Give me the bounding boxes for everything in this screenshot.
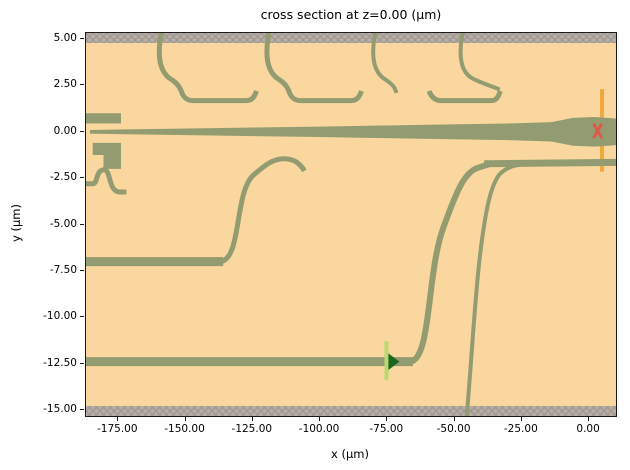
top-sbend-4	[458, 33, 501, 92]
plot-background	[86, 33, 616, 416]
y-tick-label: 2.50	[53, 78, 77, 91]
x-tick-label: -100.00	[298, 423, 340, 435]
y-tick-mark	[80, 362, 84, 364]
y-tick-mark	[80, 177, 84, 179]
left-stub	[86, 113, 121, 124]
y-tick-mark	[80, 269, 84, 271]
y-tick-label: 5.00	[53, 32, 77, 45]
x-tick-label: -125.00	[231, 423, 273, 435]
x-tick-mark	[520, 417, 522, 421]
top-sbend-2	[264, 33, 364, 104]
x-tick-mark	[319, 417, 321, 421]
y-tick-label: -10.00	[43, 310, 77, 323]
right-band	[484, 158, 616, 168]
x-axis-label: x (μm)	[331, 447, 369, 461]
x-tick-mark	[251, 417, 253, 421]
coupler-bracket	[426, 90, 503, 104]
x-tick-label: 0.00	[576, 423, 600, 435]
x-tick-label: -50.00	[436, 423, 471, 435]
left-block	[92, 142, 121, 169]
top-sbend-1	[156, 33, 259, 104]
monitor-x-marker	[592, 123, 603, 139]
x-tick-label: -175.00	[97, 423, 138, 435]
plot-canvas	[86, 33, 616, 416]
y-tick-mark	[80, 38, 84, 40]
y-tick-mark	[80, 223, 84, 225]
y-tick-label: 0.00	[53, 124, 77, 137]
x-tick-mark	[184, 417, 186, 421]
y-tick-label: -7.50	[49, 263, 77, 276]
x-tick-label: -150.00	[164, 423, 205, 435]
y-tick-label: -5.00	[49, 217, 77, 230]
x-tick-mark	[117, 417, 119, 421]
y-tick-mark	[80, 84, 84, 86]
source-direction-arrow-icon	[388, 353, 400, 371]
x-tick-mark	[386, 417, 388, 421]
x-tick-label: -25.00	[503, 423, 538, 435]
pml-hatch-1	[86, 405, 616, 416]
y-tick-label: -2.50	[49, 171, 77, 184]
pml-hatch-0	[86, 33, 616, 44]
mid-sbend	[219, 156, 307, 265]
top-sbend-3	[371, 33, 399, 94]
y-tick-label: -12.50	[43, 356, 77, 369]
y-tick-mark	[80, 130, 84, 132]
y-tick-mark	[80, 408, 84, 410]
bottom-entry-curve	[464, 161, 528, 416]
plot-area	[85, 32, 617, 417]
y-tick-label: -15.00	[43, 402, 77, 415]
bottom-sbend	[408, 161, 489, 365]
left-squiggle	[86, 167, 127, 195]
x-tick-mark	[588, 417, 590, 421]
y-tick-mark	[80, 316, 84, 318]
central-taper	[90, 116, 616, 147]
chart-title: cross section at z=0.00 (μm)	[260, 7, 442, 22]
x-tick-mark	[453, 417, 455, 421]
x-tick-label: -75.00	[369, 423, 404, 435]
